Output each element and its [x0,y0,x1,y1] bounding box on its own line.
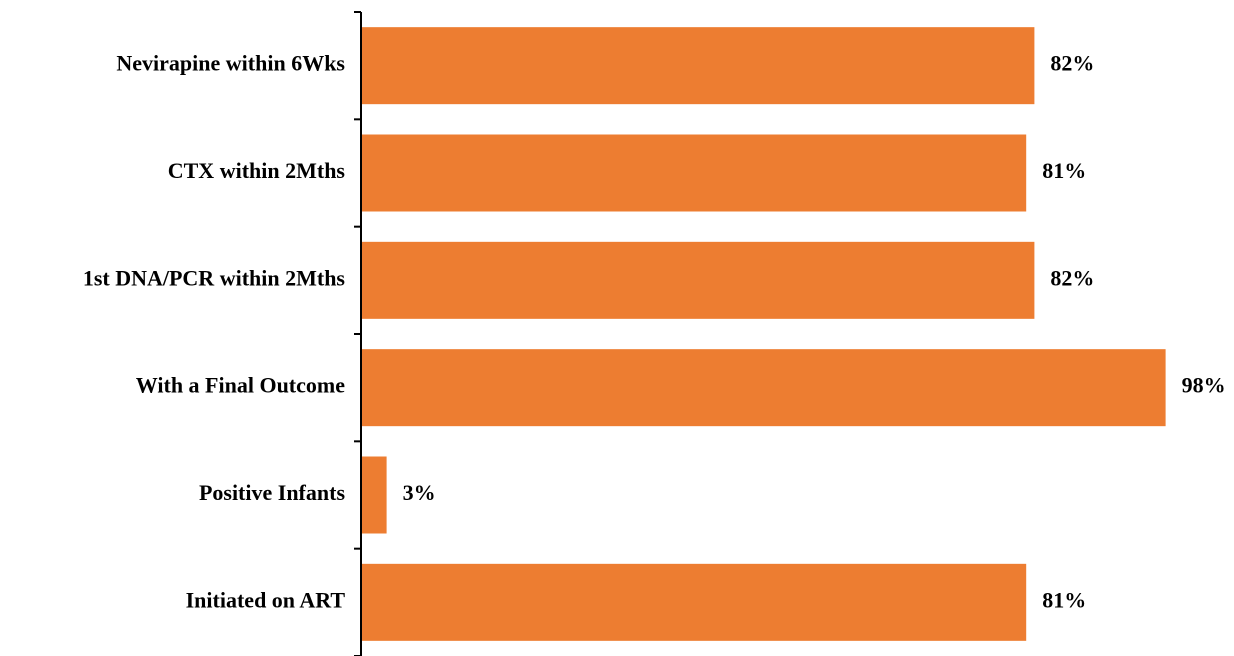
bar [362,241,1035,319]
bar [362,27,1035,105]
category-label: Positive Infants [199,480,346,505]
data-label: 98% [1182,373,1226,398]
data-label: 3% [403,480,436,505]
category-label: With a Final Outcome [136,373,345,398]
bar [362,456,387,534]
data-label: 81% [1042,587,1086,612]
category-label: CTX within 2Mths [168,158,346,183]
data-label: 81% [1042,158,1086,183]
bar [362,349,1166,427]
y-axis [354,11,362,656]
labels-layer: Nevirapine within 6Wks 82% CTX within 2Mth… [83,51,1226,613]
data-label: 82% [1050,51,1094,76]
bars-layer [362,27,1166,641]
bar [362,134,1027,212]
bar [362,563,1027,641]
category-label: Nevirapine within 6Wks [116,51,345,76]
data-label: 82% [1050,265,1094,290]
category-label: Initiated on ART [186,587,346,612]
category-label: 1st DNA/PCR within 2Mths [83,265,346,290]
